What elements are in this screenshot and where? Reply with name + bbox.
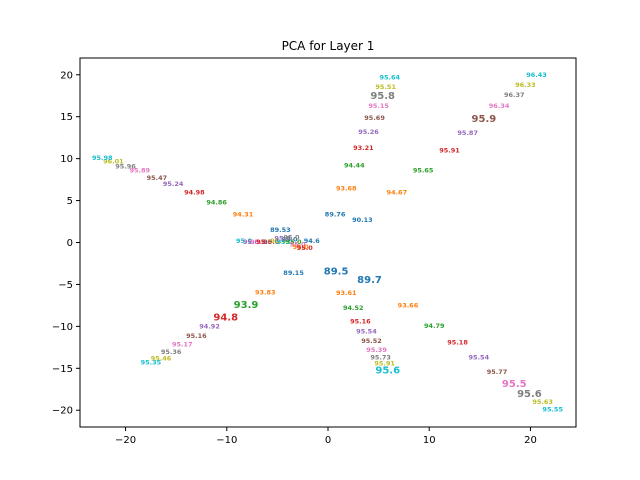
data-point-label: 95.0 — [297, 244, 314, 252]
data-point-label: 95.47 — [147, 174, 168, 182]
data-point-label: 90.13 — [352, 216, 373, 224]
data-point-label: 95.64 — [379, 74, 400, 82]
data-point-label: 95.9 — [472, 114, 497, 125]
data-point-label: 95.16 — [350, 318, 371, 326]
data-point-label: 95.89 — [129, 167, 150, 175]
points-layer: 89.53 94.6 89.15 89.76 90.13 89.5 89.7 93.68 94.… — [92, 71, 563, 414]
data-point-label: 95.18 — [447, 339, 468, 347]
data-point-label: 94.92 — [199, 323, 220, 331]
data-point-label: 95.24 — [163, 180, 184, 188]
data-point-label: 95.63 — [532, 398, 553, 406]
data-point-label: 95.0 — [250, 238, 267, 246]
data-point-label: 95.77 — [487, 368, 508, 376]
data-point-label: 95.0 — [256, 238, 273, 246]
y-tick-label: 15 — [60, 112, 73, 123]
data-point-label: 95.6 — [517, 389, 542, 400]
y-tick-label: 0 — [67, 238, 73, 249]
data-point-label: 94.67 — [387, 188, 408, 196]
data-point-label: 95.0 — [284, 234, 301, 242]
data-point-label: 95.5 — [502, 379, 527, 390]
data-point-label: 94.52 — [343, 304, 364, 312]
data-point-label: 95.96 — [115, 162, 136, 170]
data-point-label: 95.0 — [243, 238, 260, 246]
x-tick-label: −20 — [115, 435, 136, 446]
data-point-label: 95.39 — [366, 346, 387, 354]
y-tick-label: −15 — [52, 364, 73, 375]
data-point-label: 95.0 — [290, 240, 307, 248]
data-point-label: 95.0 — [282, 235, 299, 243]
data-point-label: 95.17 — [172, 340, 193, 348]
data-point-label: 95.52 — [361, 337, 382, 345]
data-point-label: 93.66 — [398, 302, 419, 310]
x-tick-label: 10 — [423, 435, 436, 446]
x-tick-label: 20 — [524, 435, 537, 446]
x-tick-label: 0 — [325, 435, 331, 446]
y-tick-label: −10 — [52, 322, 73, 333]
data-point-label: 95.0 — [270, 237, 287, 245]
y-tick-label: −20 — [52, 406, 73, 417]
data-point-label: 89.5 — [324, 267, 349, 278]
x-axis: −20 −10 0 10 20 — [115, 427, 537, 446]
data-point-label: 89.15 — [283, 269, 304, 277]
data-point-label: 93.83 — [255, 288, 276, 296]
data-point-label: 95.46 — [151, 355, 172, 363]
data-point-label: 95.91 — [439, 147, 460, 155]
data-point-label: 93.21 — [353, 144, 374, 152]
data-point-label: 95.54 — [356, 328, 377, 336]
data-point-label: 94.86 — [206, 199, 227, 207]
data-point-label: 95.16 — [186, 332, 207, 340]
data-point-label: 95.54 — [469, 354, 490, 362]
data-point-label: 95.69 — [364, 114, 385, 122]
data-point-label: 94.31 — [233, 210, 254, 218]
y-tick-label: 10 — [60, 154, 73, 165]
data-point-label: 96.43 — [526, 71, 547, 79]
data-point-label: 95.26 — [358, 128, 379, 136]
data-point-label: 95.0 — [263, 238, 280, 246]
data-point-label: 95.8 — [370, 91, 395, 102]
data-point-label: 95.87 — [457, 129, 478, 137]
data-point-label: 95.73 — [370, 354, 391, 362]
data-point-label: 95.91 — [374, 360, 395, 368]
data-point-label: 94.98 — [184, 188, 205, 196]
data-point-label: 96.37 — [504, 91, 525, 99]
data-point-label: 96.34 — [489, 102, 510, 110]
y-tick-label: −5 — [58, 280, 73, 291]
data-point-label: 94.44 — [344, 162, 365, 170]
data-point-label: 95.0 — [276, 238, 293, 246]
data-point-label: 95.0 — [236, 237, 253, 245]
data-point-label: 93.68 — [336, 184, 357, 192]
data-point-label: 95.51 — [375, 83, 396, 91]
data-point-label: 95.98 — [92, 154, 113, 162]
data-point-label: 95.0 — [286, 238, 303, 246]
data-point-label: 95.15 — [368, 102, 389, 110]
data-point-label: 95.35 — [141, 359, 162, 367]
data-point-label: 96.01 — [103, 157, 124, 165]
y-tick-label: 20 — [60, 70, 73, 81]
data-point-label: 95.0 — [293, 243, 310, 251]
x-tick-label: −10 — [216, 435, 237, 446]
data-point-label: 94.8 — [213, 313, 238, 324]
data-point-label: 95.65 — [413, 167, 434, 175]
data-point-label: 94.6 — [304, 237, 321, 245]
y-axis: −20 −15 −10 −5 0 5 10 15 20 — [52, 70, 80, 417]
data-point-label: 95.6 — [375, 365, 400, 376]
data-point-label: 95.55 — [542, 406, 563, 414]
data-point-label: 93.9 — [234, 300, 259, 311]
data-point-label: 89.7 — [357, 275, 382, 286]
data-point-label: 95.36 — [161, 348, 182, 356]
data-point-label: 95.0 — [274, 235, 291, 243]
data-point-label: 96.33 — [515, 81, 536, 89]
chart-title: PCA for Layer 1 — [282, 39, 375, 53]
data-point-label: 89.76 — [325, 210, 346, 218]
data-point-label: 94.79 — [424, 322, 445, 330]
data-point-label: 89.53 — [270, 226, 291, 234]
y-tick-label: 5 — [67, 196, 73, 207]
data-point-label: 93.61 — [336, 289, 357, 297]
